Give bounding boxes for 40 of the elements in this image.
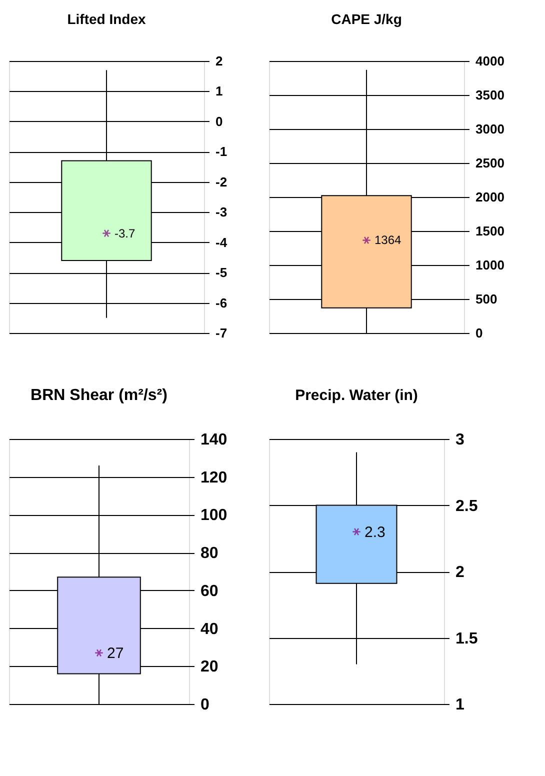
y-tick-label: 2 (216, 54, 223, 68)
annotation: 2.3 (364, 524, 386, 541)
y-tick-label: 80 (200, 545, 218, 562)
y-tick-label: 2 (456, 564, 464, 581)
y-tick-label: 1 (216, 84, 223, 99)
annotation: 1364 (374, 233, 402, 248)
chart-title: BRN Shear (m²/s²) (30, 387, 168, 404)
y-tick-label: 1.5 (456, 630, 478, 648)
annotation: -3.7 (114, 226, 136, 240)
y-tick-label: 2000 (476, 190, 504, 204)
y-tick-label: 1500 (476, 224, 504, 238)
annotation: 27 (107, 644, 124, 662)
y-tick-label: 1 (456, 696, 464, 714)
y-tick-label: 500 (476, 292, 498, 306)
y-tick-label: 3000 (476, 122, 504, 136)
y-tick-label: -5 (216, 265, 228, 280)
y-tick-label: 3500 (476, 88, 504, 102)
y-tick-label: 140 (200, 432, 228, 448)
y-tick-label: 0 (476, 326, 483, 340)
y-tick-label: -7 (216, 326, 228, 340)
y-tick-label: -3 (216, 204, 228, 220)
y-tick-label: 120 (200, 469, 228, 486)
y-tick-label: -1 (216, 144, 228, 160)
y-tick-label: 1000 (476, 258, 504, 272)
y-tick-label: 4000 (476, 54, 504, 68)
y-tick-label: 2.5 (456, 498, 478, 515)
y-tick-label: 0 (216, 114, 223, 129)
y-tick-label: -2 (216, 174, 228, 190)
y-tick-label: 3 (456, 432, 464, 448)
y-tick-label: -6 (216, 295, 228, 310)
y-tick-label: -4 (216, 234, 228, 250)
y-tick-label: 100 (200, 507, 228, 524)
chart-title: Lifted Index (67, 11, 146, 27)
y-tick-label: 60 (200, 582, 218, 600)
y-tick-label: 0 (200, 696, 210, 714)
chart-title: Precip. Water (in) (295, 387, 418, 404)
y-tick-label: 40 (200, 620, 218, 638)
y-tick-label: 20 (200, 658, 218, 676)
chart-title: CAPE J/kg (331, 11, 402, 27)
y-tick-label: 2500 (476, 156, 504, 170)
